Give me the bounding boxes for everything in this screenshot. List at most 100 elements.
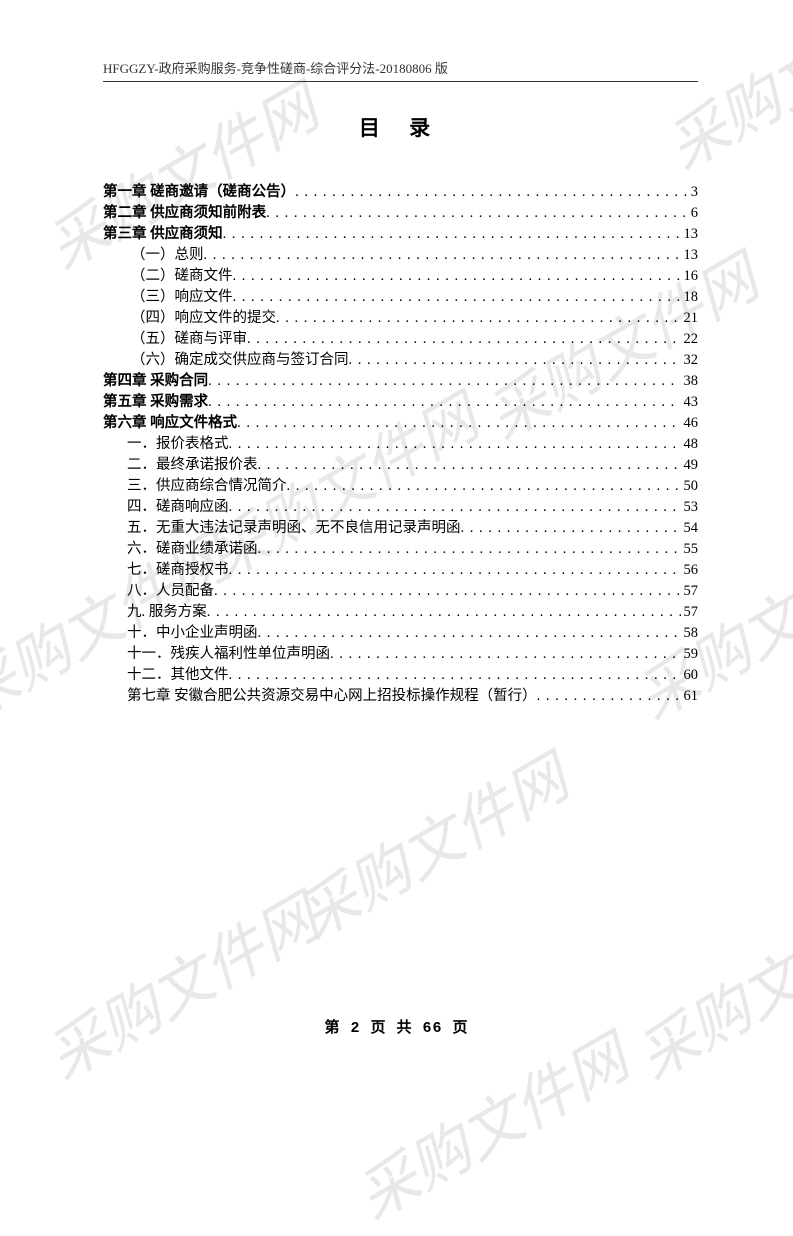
toc-row: 四．磋商响应函 53 <box>103 497 698 518</box>
toc-page-number: 60 <box>681 665 699 686</box>
toc-page-number: 55 <box>681 539 699 560</box>
toc-row: 第一章 磋商邀请（磋商公告） 3 <box>103 182 698 203</box>
toc-row: 第四章 采购合同 38 <box>103 371 698 392</box>
toc-label: 八．人员配备 <box>103 581 214 602</box>
toc-row: 第七章 安徽合肥公共资源交易中心网上招投标操作规程（暂行） 61 <box>103 686 698 707</box>
toc-row: （六）确定成交供应商与签订合同 32 <box>103 350 698 371</box>
toc-row: 六．磋商业绩承诺函 55 <box>103 539 698 560</box>
toc-label: 第四章 采购合同 <box>103 371 208 392</box>
toc-row: 八．人员配备 57 <box>103 581 698 602</box>
toc-dots <box>461 518 681 539</box>
toc-page-number: 50 <box>681 476 699 497</box>
toc-page-number: 54 <box>681 518 699 539</box>
toc-row: （四）响应文件的提交 21 <box>103 308 698 329</box>
toc-label: 一．报价表格式 <box>103 434 229 455</box>
toc-dots <box>276 308 681 329</box>
toc-row: 五．无重大违法记录声明函、无不良信用记录声明函 54 <box>103 518 698 539</box>
toc-label: 第五章 采购需求 <box>103 392 208 413</box>
toc-label: 九. 服务方案 <box>103 602 207 623</box>
toc-dots <box>229 665 681 686</box>
toc-page-number: 16 <box>681 266 699 287</box>
toc-label: 十．中小企业声明函 <box>103 623 258 644</box>
toc-row: 九. 服务方案 57 <box>103 602 698 623</box>
toc-label: （三）响应文件 <box>103 287 233 308</box>
toc-label: （一）总则 <box>103 245 204 266</box>
toc-dots <box>266 203 688 224</box>
toc-dots <box>229 497 681 518</box>
toc-row: 三．供应商综合情况简介 50 <box>103 476 698 497</box>
toc-dots <box>258 623 681 644</box>
toc-page-number: 49 <box>681 455 699 476</box>
toc-dots <box>258 455 681 476</box>
toc-dots <box>233 287 681 308</box>
toc-title: 目 录 <box>103 112 698 142</box>
toc-row: 七．磋商授权书 56 <box>103 560 698 581</box>
toc-row: （二）磋商文件 16 <box>103 266 698 287</box>
document-page: HFGGZY-政府采购服务-竞争性磋商-综合评分法-20180806 版 目 录… <box>0 0 793 1122</box>
toc-page-number: 59 <box>681 644 699 665</box>
toc-row: 第三章 供应商须知 13 <box>103 224 698 245</box>
toc-dots <box>330 644 681 665</box>
toc-dots <box>295 182 688 203</box>
page-footer: 第 2 页 共 66 页 <box>0 1016 793 1037</box>
toc-dots <box>237 413 680 434</box>
toc-page-number: 57 <box>681 602 699 623</box>
toc-label: （二）磋商文件 <box>103 266 233 287</box>
toc-row: 一．报价表格式 48 <box>103 434 698 455</box>
toc-page-number: 13 <box>681 224 699 245</box>
toc-dots <box>223 224 681 245</box>
toc-label: 十二．其他文件 <box>103 665 229 686</box>
toc-page-number: 48 <box>681 434 699 455</box>
page-header: HFGGZY-政府采购服务-竞争性磋商-综合评分法-20180806 版 <box>103 58 698 82</box>
toc-label: （四）响应文件的提交 <box>103 308 276 329</box>
toc-row: 二．最终承诺报价表 49 <box>103 455 698 476</box>
toc-page-number: 21 <box>681 308 699 329</box>
toc-dots <box>537 686 681 707</box>
toc-page-number: 38 <box>681 371 699 392</box>
toc-label: 六．磋商业绩承诺函 <box>103 539 258 560</box>
toc-row: （五）磋商与评审 22 <box>103 329 698 350</box>
toc-label: 二．最终承诺报价表 <box>103 455 258 476</box>
toc-page-number: 53 <box>681 497 699 518</box>
toc-row: （三）响应文件 18 <box>103 287 698 308</box>
toc-label: 三．供应商综合情况简介 <box>103 476 287 497</box>
toc-page-number: 58 <box>681 623 699 644</box>
toc-dots <box>208 371 680 392</box>
toc-page-number: 61 <box>681 686 699 707</box>
toc-label: 五．无重大违法记录声明函、无不良信用记录声明函 <box>103 518 461 539</box>
toc-dots <box>247 329 681 350</box>
toc-label: 四．磋商响应函 <box>103 497 229 518</box>
toc-dots <box>349 350 681 371</box>
toc-page-number: 32 <box>681 350 699 371</box>
toc-row: 第六章 响应文件格式 46 <box>103 413 698 434</box>
toc-page-number: 46 <box>681 413 699 434</box>
toc-dots <box>229 434 681 455</box>
toc-label: 第六章 响应文件格式 <box>103 413 237 434</box>
toc-row: 十一．残疾人福利性单位声明函 59 <box>103 644 698 665</box>
toc-page-number: 3 <box>688 182 698 203</box>
toc-label: （五）磋商与评审 <box>103 329 247 350</box>
toc-page-number: 57 <box>681 581 699 602</box>
toc-row: 第五章 采购需求 43 <box>103 392 698 413</box>
toc-label: 第一章 磋商邀请（磋商公告） <box>103 182 295 203</box>
toc-label: 七．磋商授权书 <box>103 560 229 581</box>
toc-dots <box>214 581 681 602</box>
toc-dots <box>207 602 681 623</box>
toc-label: 十一．残疾人福利性单位声明函 <box>103 644 330 665</box>
toc-page-number: 13 <box>681 245 699 266</box>
toc-dots <box>208 392 680 413</box>
toc-row: 十二．其他文件 60 <box>103 665 698 686</box>
toc-dots <box>233 266 681 287</box>
toc-row: 十．中小企业声明函 58 <box>103 623 698 644</box>
toc-dots <box>287 476 681 497</box>
toc-label: 第七章 安徽合肥公共资源交易中心网上招投标操作规程（暂行） <box>103 686 537 707</box>
toc-label: 第三章 供应商须知 <box>103 224 223 245</box>
toc-page-number: 56 <box>681 560 699 581</box>
toc-dots <box>204 245 681 266</box>
toc-row: （一）总则 13 <box>103 245 698 266</box>
toc-row: 第二章 供应商须知前附表 6 <box>103 203 698 224</box>
table-of-contents: 第一章 磋商邀请（磋商公告） 3第二章 供应商须知前附表 6第三章 供应商须知 … <box>103 182 698 707</box>
toc-label: （六）确定成交供应商与签订合同 <box>103 350 349 371</box>
toc-page-number: 22 <box>681 329 699 350</box>
toc-page-number: 18 <box>681 287 699 308</box>
